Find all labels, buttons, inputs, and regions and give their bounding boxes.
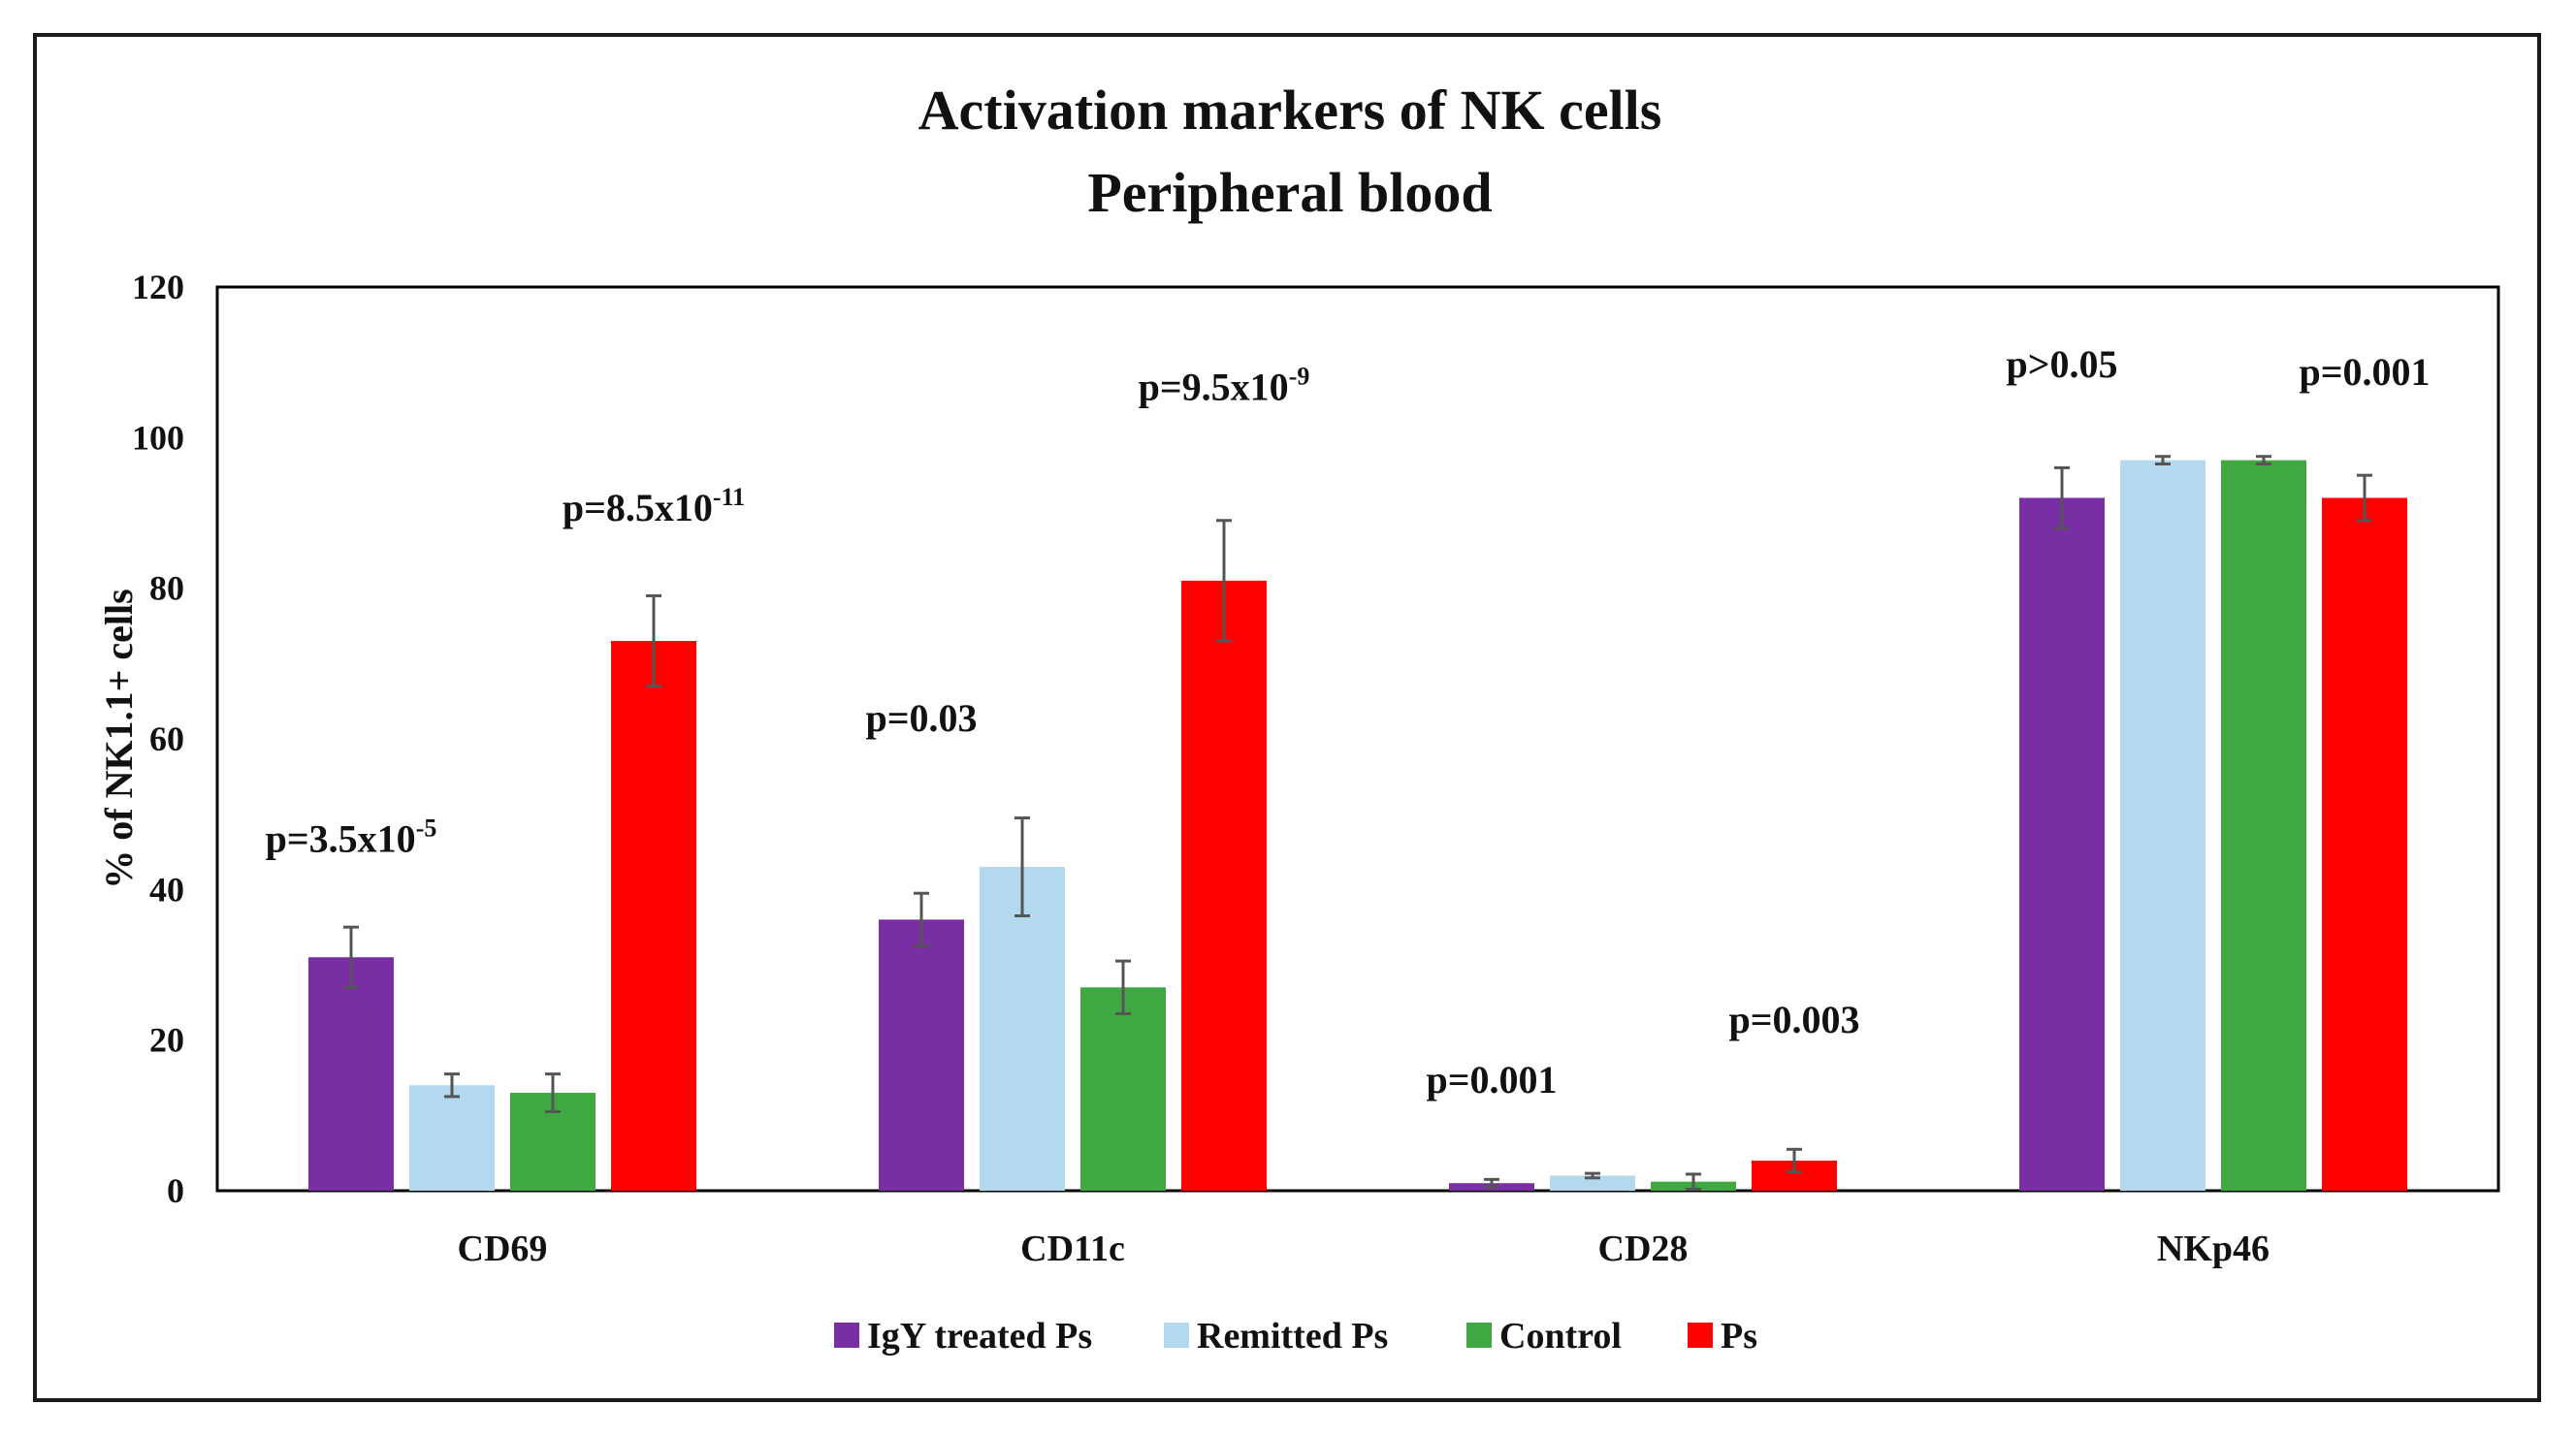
p-value-text: p=9.5x10 [1139, 366, 1289, 409]
error-bar [1787, 1147, 1802, 1174]
bar [2019, 497, 2105, 1191]
legend-label: Control [1499, 1316, 1622, 1357]
p-value-label: p=3.5x10-5 [266, 814, 437, 861]
p-value-label: p>0.05 [2006, 342, 2117, 386]
bar [2322, 497, 2407, 1191]
chart-title: Activation markers of NK cells [918, 79, 1662, 142]
p-value-text: p>0.05 [2006, 342, 2117, 386]
legend-label: Ps [1721, 1316, 1757, 1357]
x-tick-label: CD28 [1598, 1229, 1689, 1269]
error-bar [545, 1072, 561, 1113]
bar [879, 919, 964, 1191]
bar [2120, 460, 2206, 1192]
p-value-exponent: -5 [416, 814, 437, 843]
p-value-exponent: -9 [1289, 363, 1310, 391]
y-tick-label: 60 [149, 719, 184, 758]
legend-swatch [1164, 1323, 1189, 1348]
p-value-label: p=0.003 [1728, 998, 1859, 1041]
error-bar [2256, 455, 2271, 466]
y-tick-label: 20 [149, 1021, 184, 1060]
y-tick-label: 0 [167, 1171, 184, 1210]
legend-swatch [1466, 1323, 1492, 1348]
p-value-exponent: -11 [713, 483, 745, 511]
chart-subtitle: Peripheral blood [1087, 161, 1492, 224]
bar [611, 641, 696, 1191]
error-bar [1686, 1172, 1701, 1191]
bar [1550, 1175, 1635, 1191]
legend-swatch [1688, 1323, 1713, 1348]
error-bar [343, 925, 359, 989]
x-tick-label: CD69 [458, 1229, 548, 1269]
p-value-label: p=0.001 [2299, 350, 2430, 394]
bar [980, 867, 1065, 1191]
p-value-label: p=9.5x10-9 [1139, 363, 1310, 409]
p-value-annotations: p=3.5x10-5 p=8.5x10-11 p=0.03 p=9.5x10-9 p=0… [266, 342, 2431, 1102]
p-value-text: p=3.5x10 [266, 817, 416, 861]
error-bar [914, 891, 929, 948]
bars [308, 460, 2407, 1192]
legend-item: IgY treated Ps [834, 1316, 1092, 1357]
y-tick-label: 80 [149, 569, 184, 608]
p-value-text: p=0.001 [2299, 350, 2430, 394]
legend-swatch [834, 1323, 859, 1348]
p-value-text: p=0.003 [1728, 998, 1859, 1041]
y-tick-label: 40 [149, 870, 184, 909]
p-value-label: p=0.001 [1426, 1058, 1557, 1102]
p-value-label: p=0.03 [865, 696, 977, 740]
legend-item: Control [1466, 1316, 1622, 1357]
error-bar [444, 1072, 460, 1099]
error-bar [1216, 519, 1232, 643]
bar [1080, 987, 1166, 1191]
bar [1181, 580, 1267, 1191]
error-bar [2054, 465, 2070, 530]
x-axis-labels: CD69 CD11c CD28 NKp46 [458, 1229, 2270, 1269]
bar [409, 1085, 495, 1191]
y-axis-ticks: 0 20 40 60 80 100 120 [132, 268, 184, 1210]
y-axis-label: % of NK1.1+ cells [97, 589, 141, 888]
y-tick-label: 120 [132, 268, 184, 306]
y-tick-label: 100 [132, 418, 184, 457]
legend-label: IgY treated Ps [867, 1316, 1092, 1357]
x-tick-label: CD11c [1020, 1229, 1125, 1269]
p-value-text: p=8.5x10 [563, 486, 713, 529]
legend-label: Remitted Ps [1197, 1316, 1388, 1357]
error-bar [2357, 473, 2372, 523]
error-bar [1014, 816, 1030, 918]
error-bar [646, 593, 661, 688]
error-bar [1484, 1177, 1499, 1189]
p-value-text: p=0.03 [865, 696, 977, 740]
error-bar [1585, 1171, 1600, 1180]
legend-item: Ps [1688, 1316, 1757, 1357]
x-tick-label: NKp46 [2157, 1229, 2270, 1269]
plot-area-border [215, 285, 2500, 1193]
error-bars [343, 455, 2372, 1191]
error-bar [2155, 455, 2171, 466]
bar [308, 957, 394, 1191]
legend: IgY treated Ps Remitted Ps Control Ps [834, 1316, 1757, 1357]
error-bar [1115, 959, 1131, 1015]
bar [2221, 460, 2306, 1192]
legend-item: Remitted Ps [1164, 1316, 1388, 1357]
p-value-label: p=8.5x10-11 [563, 483, 745, 529]
p-value-text: p=0.001 [1426, 1058, 1557, 1102]
